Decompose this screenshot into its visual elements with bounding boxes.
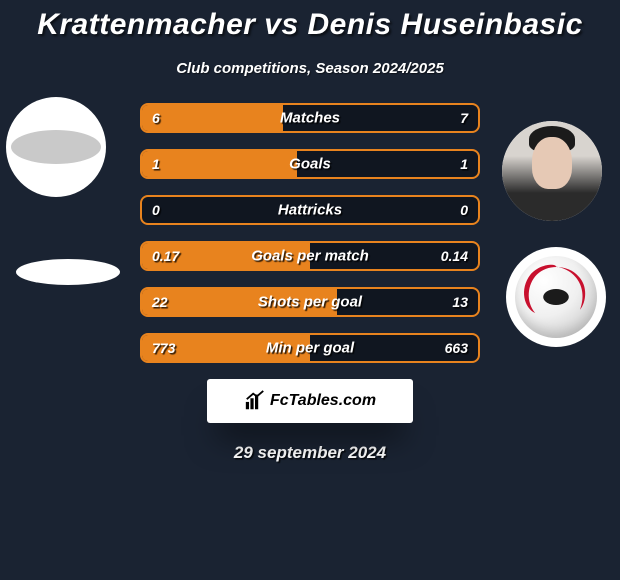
stat-row: 773 663 Min per goal	[140, 333, 480, 363]
stat-row: 1 1 Goals	[140, 149, 480, 179]
brand-text: FcTables.com	[270, 392, 376, 410]
brand-badge: FcTables.com	[207, 379, 413, 423]
stat-label: Goals	[289, 156, 331, 173]
chart-icon	[244, 390, 266, 412]
subtitle: Club competitions, Season 2024/2025	[0, 60, 620, 77]
player2-club-logo	[506, 247, 606, 347]
stat-value-p2: 0	[460, 202, 468, 218]
stat-value-p2: 663	[445, 340, 468, 356]
player1-club-logo	[16, 259, 120, 285]
stat-value-p2: 1	[460, 156, 468, 172]
stat-bars: 6 7 Matches 1 1 Goals 0 0 Hattricks 0.17 0.14 Goals…	[140, 103, 480, 363]
player2-avatar	[502, 121, 602, 221]
stat-value-p1: 22	[152, 294, 168, 310]
stat-value-p1: 773	[152, 340, 175, 356]
stat-label: Min per goal	[266, 340, 354, 357]
stat-value-p2: 7	[460, 110, 468, 126]
stat-value-p2: 0.14	[441, 248, 468, 264]
stat-row: 0.17 0.14 Goals per match	[140, 241, 480, 271]
page-title: Krattenmacher vs Denis Huseinbasic	[0, 0, 620, 42]
stat-label: Matches	[280, 110, 340, 127]
footer-date: 29 september 2024	[0, 443, 620, 463]
player1-avatar	[6, 97, 106, 197]
stat-row: 22 13 Shots per goal	[140, 287, 480, 317]
stat-value-p2: 13	[452, 294, 468, 310]
stats-area: 6 7 Matches 1 1 Goals 0 0 Hattricks 0.17 0.14 Goals…	[0, 103, 620, 363]
stat-label: Goals per match	[251, 248, 369, 265]
stat-label: Shots per goal	[258, 294, 362, 311]
hurricane-icon	[516, 257, 596, 337]
stat-row: 6 7 Matches	[140, 103, 480, 133]
stat-value-p1: 1	[152, 156, 160, 172]
stat-fill-p1	[142, 151, 297, 177]
stat-fill-p1	[142, 105, 283, 131]
stat-label: Hattricks	[278, 202, 342, 219]
stat-value-p1: 0.17	[152, 248, 179, 264]
stat-value-p1: 6	[152, 110, 160, 126]
stat-value-p1: 0	[152, 202, 160, 218]
stat-row: 0 0 Hattricks	[140, 195, 480, 225]
